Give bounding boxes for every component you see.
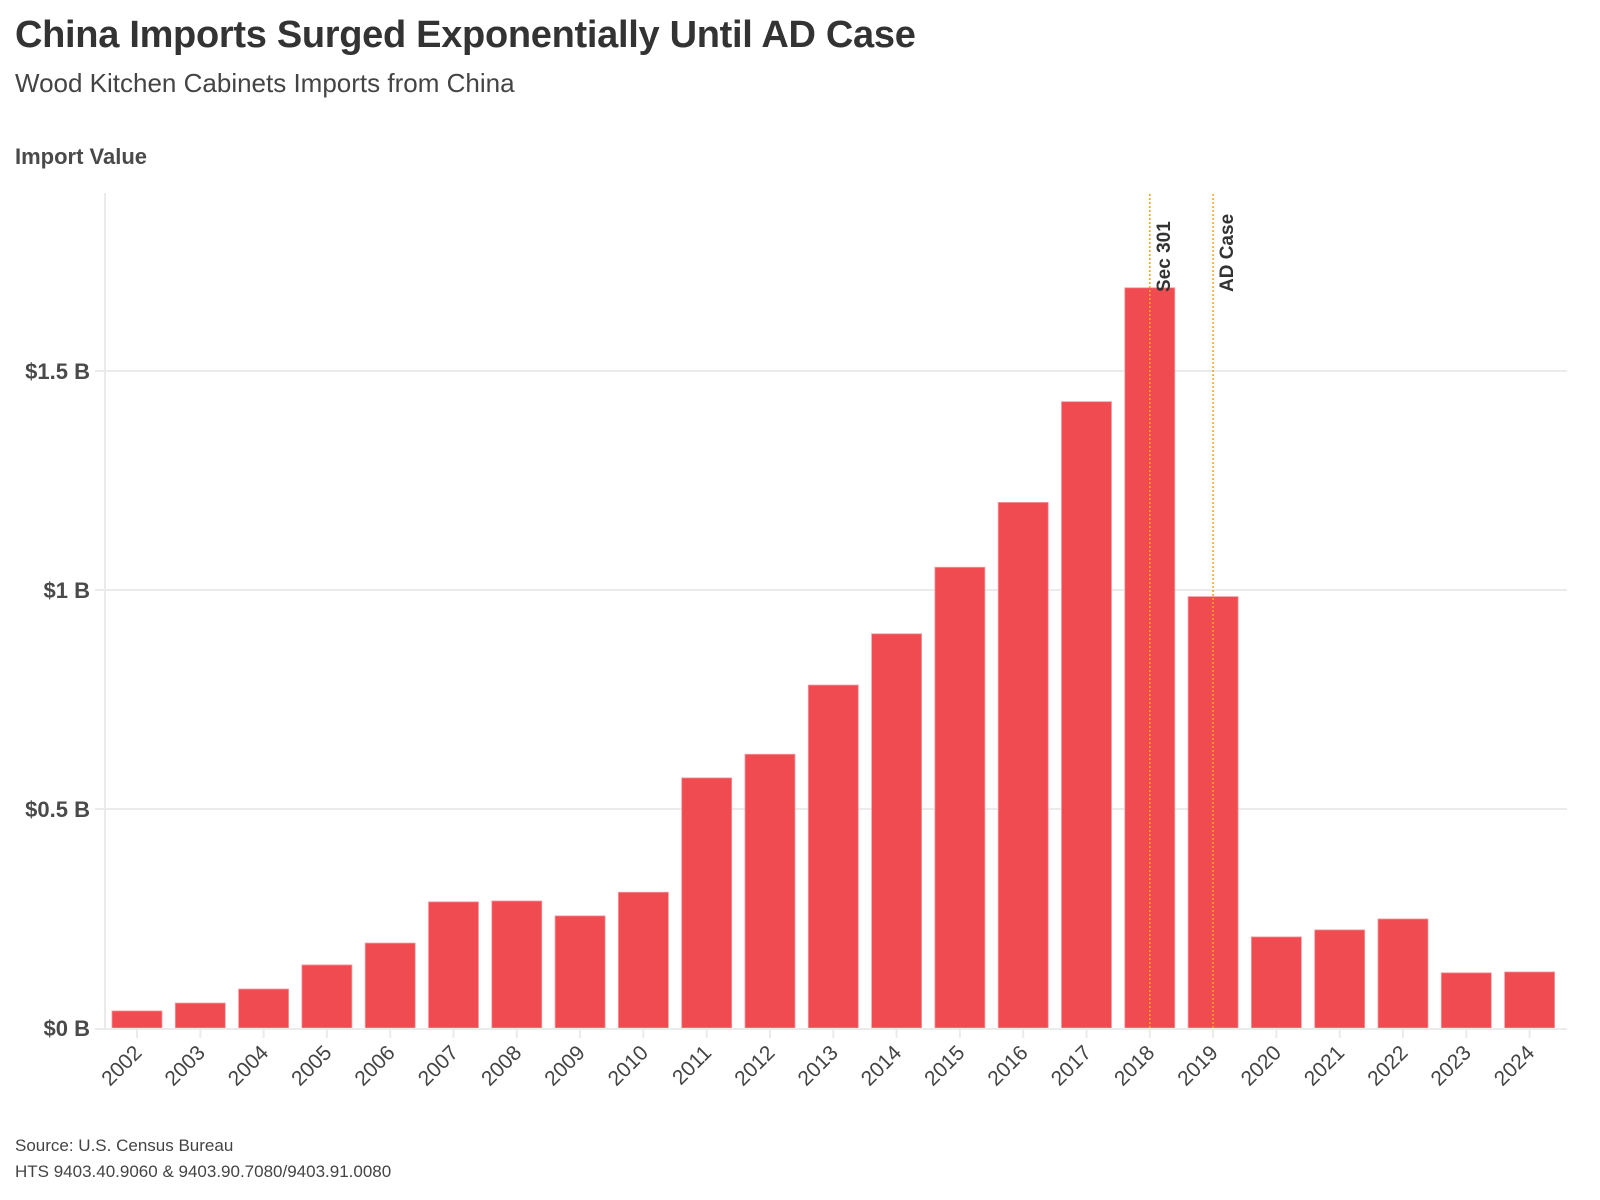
x-tick-label: 2019 [1173,1041,1222,1090]
source-note: Source: U.S. Census Bureau [15,1136,234,1155]
x-tick-label: 2023 [1427,1041,1476,1090]
bar-2013 [807,684,859,1029]
bar-2008 [491,900,543,1029]
bar-2017 [1061,401,1112,1029]
bar-2014 [871,633,922,1029]
bar-2019 [1187,596,1239,1029]
bar-2012 [744,753,796,1029]
x-tick-label: 2002 [97,1041,146,1090]
y-tick-label: $0.5 B [25,797,90,822]
bar-2021 [1314,929,1366,1029]
annotation-label: Sec 301 [1154,221,1175,292]
x-tick-label: 2005 [287,1041,336,1090]
x-tick-label: 2006 [350,1041,399,1090]
x-tick-label: 2020 [1237,1041,1286,1090]
bar-2015 [934,566,986,1029]
x-tick-label: 2016 [983,1041,1032,1090]
bar-2010 [618,891,669,1029]
x-tick-label: 2010 [604,1041,653,1090]
hts-note: HTS 9403.40.9060 & 9403.90.7080/9403.91.… [15,1162,392,1181]
bar-2011 [681,777,733,1029]
x-tick-label: 2012 [730,1041,779,1090]
bar-2020 [1251,936,1302,1029]
y-tick-label: $1.5 B [25,359,90,384]
bar-2006 [364,942,416,1029]
bar-2024 [1504,971,1555,1029]
x-tick-label: 2017 [1047,1041,1096,1090]
bar-2016 [997,501,1049,1029]
x-tick-label: 2024 [1490,1041,1540,1091]
x-tick-label: 2008 [477,1041,526,1090]
x-tick-label: 2021 [1300,1041,1349,1090]
bar-2023 [1440,972,1492,1029]
chart-title: China Imports Surged Exponentially Until… [15,14,916,56]
x-tick-label: 2018 [1110,1041,1159,1090]
bar-2004 [238,988,290,1029]
x-tick-label: 2013 [794,1041,843,1090]
bars [111,287,1555,1029]
bar-2022 [1377,918,1429,1029]
x-tick-label: 2009 [540,1041,589,1090]
x-tick-label: 2007 [414,1041,463,1090]
x-tick-label: 2003 [161,1041,210,1090]
chart-subtitle: Wood Kitchen Cabinets Imports from China [15,68,515,98]
bar-2007 [428,901,479,1029]
y-tick-label: $0 B [44,1016,90,1041]
bar-2003 [174,1002,226,1029]
x-tick-label: 2014 [857,1041,907,1091]
annotations: Sec 301 AD Case [1149,194,1238,1028]
annotation-label: AD Case [1217,214,1238,292]
x-tick-label: 2011 [668,1041,716,1089]
bar-2009 [554,915,606,1029]
x-tick-label: 2015 [920,1041,969,1090]
x-tick-label: 2022 [1363,1041,1412,1090]
x-tick-label: 2004 [224,1041,274,1091]
y-axis-title: Import Value [15,144,148,169]
bar-2002 [111,1010,163,1029]
bar-2005 [301,964,353,1029]
y-tick-label: $1 B [44,578,90,603]
